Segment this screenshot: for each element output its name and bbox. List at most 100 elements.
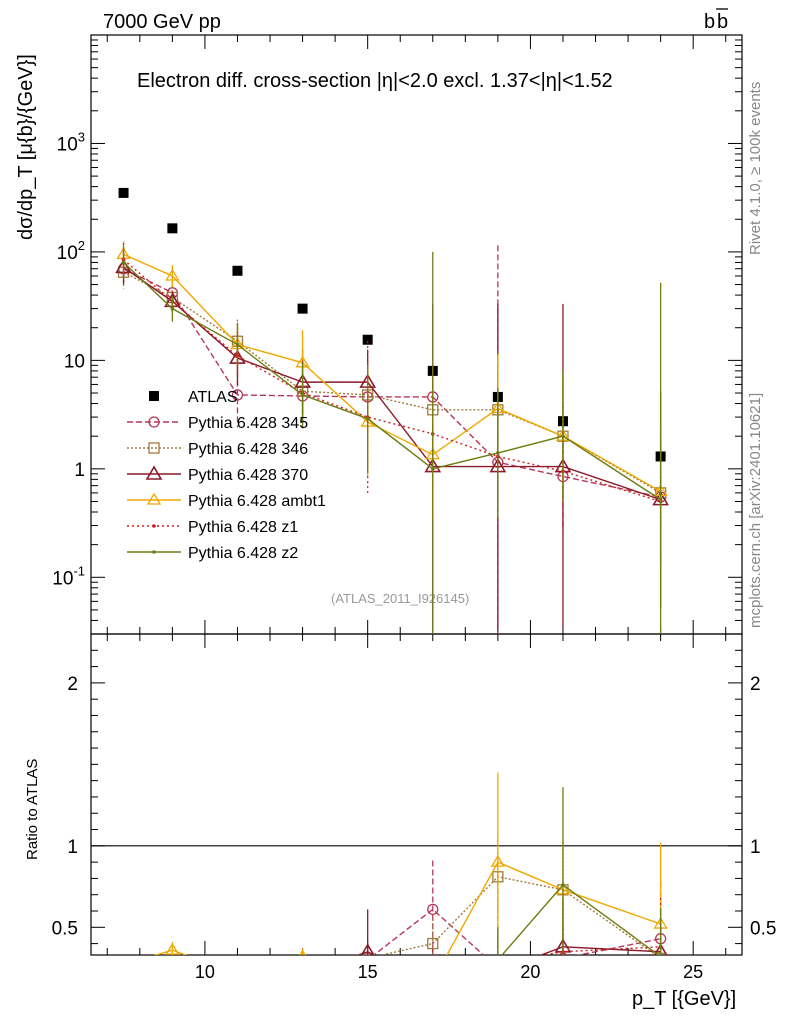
- x-axis-label: p_T [{GeV}]: [632, 988, 736, 1010]
- ratio-point-pythia-6-428-z2: [431, 986, 435, 990]
- ratio-line-pythia-6-428-ambt1: [153, 861, 661, 955]
- legend-label-atlas: ATLAS: [188, 389, 238, 406]
- ratio-y-axis-label: Ratio to ATLAS: [24, 759, 41, 860]
- x-tick-label: 15: [358, 962, 378, 982]
- ratio-point-pythia-6-428-370: [491, 964, 505, 976]
- ratio-point-pythia-6-428-345: [493, 963, 503, 973]
- y-axis-label: dσ/dp_T [μ{b}/{GeV}]: [15, 54, 37, 240]
- ratio-point-pythia-6-428-z2: [659, 954, 662, 955]
- y-tick-label: 10: [64, 351, 85, 372]
- data-point-atlas: [167, 223, 178, 234]
- ratio-line-pythia-6-428-346: [378, 876, 658, 955]
- ratio-point-pythia-6-428-346: [232, 968, 242, 978]
- header-right: b: [704, 11, 715, 33]
- data-point-pythia-6-428-z2: [561, 434, 565, 438]
- ratio-point-pythia-6-428-z1: [301, 979, 305, 983]
- legend-label-pythia-6-428-346: Pythia 6.428 346: [188, 441, 308, 458]
- ratio-point-pythia-6-428-z2: [171, 978, 175, 982]
- legend-label-pythia-6-428-345: Pythia 6.428 345: [188, 415, 308, 432]
- x-tick-label: 10: [195, 962, 215, 982]
- legend-marker-pythia-6-428-346: [148, 442, 160, 454]
- ratio-point-pythia-6-428-z2: [561, 883, 565, 887]
- ratio-tick-label-right: 2: [750, 674, 761, 695]
- ratio-point-pythia-6-428-z2: [496, 958, 500, 962]
- ratio-tick-label: 1: [67, 837, 78, 858]
- data-point-pythia-6-428-z2: [658, 497, 663, 502]
- ratio-point-pythia-6-428-z1: [122, 968, 126, 972]
- data-point-pythia-6-428-z2: [496, 451, 500, 455]
- ratio-point-pythia-6-428-ambt1: [427, 975, 439, 985]
- ratio-point-pythia-6-428-345: [298, 978, 308, 988]
- legend: ATLAS Pythia 6.428 345 Pythia 6.428 346 Pyt…: [127, 389, 326, 562]
- ratio-tick-label-right: 0.5: [750, 918, 776, 939]
- ratio-point-pythia-6-428-345: [427, 903, 439, 916]
- header-right-bar: b: [717, 11, 728, 33]
- ratio-point-pythia-6-428-345: [232, 992, 242, 1002]
- data-point-atlas: [232, 265, 243, 276]
- mcplots-label: mcplots.cern.ch [arXiv:2401.10621]: [747, 393, 764, 628]
- ratio-point-pythia-6-428-ambt1: [231, 969, 243, 979]
- ratio-point-pythia-6-428-z2: [236, 973, 240, 977]
- legend-label-pythia-6-428-z1: Pythia 6.428 z1: [188, 519, 298, 536]
- legend-label-pythia-6-428-ambt1: Pythia 6.428 ambt1: [188, 493, 326, 510]
- axes: 10 15 20 25 10-1 1 10 102 103 0.5 0.5 1 1 2 2: [52, 35, 776, 982]
- ratio-point-pythia-6-428-345: [119, 971, 129, 981]
- ratio-point-pythia-6-428-z2: [122, 969, 126, 973]
- ratio-point-pythia-6-428-z2: [301, 981, 305, 985]
- ratio-plot-area: [118, 772, 668, 1002]
- ratio-point-pythia-6-428-370: [296, 968, 310, 980]
- data-point-pythia-6-428-z2: [121, 260, 126, 265]
- data-point-pythia-6-428-ambt1: [165, 268, 180, 281]
- header-left: 7000 GeV pp: [103, 11, 221, 33]
- x-tick-label: 20: [520, 962, 540, 982]
- ratio-point-pythia-6-428-z1: [171, 973, 175, 977]
- ratio-point-pythia-6-428-370: [426, 981, 440, 993]
- ratio-point-pythia-6-428-370: [360, 943, 375, 955]
- ratio-tick-label: 0.5: [52, 918, 78, 939]
- legend-label-pythia-6-428-370: Pythia 6.428 370: [188, 467, 308, 484]
- data-point-atlas: [118, 187, 129, 198]
- ratio-line-pythia-6-428-z2: [501, 883, 660, 955]
- y-tick-label: 103: [57, 129, 85, 155]
- ratio-tick-label: 2: [67, 674, 78, 695]
- ratio-point-pythia-6-428-ambt1: [165, 942, 180, 955]
- ratio-point-pythia-6-428-346: [427, 937, 439, 950]
- ratio-point-pythia-6-428-370: [653, 943, 668, 955]
- legend-marker-pythia-6-428-370: [145, 465, 163, 480]
- legend-marker-pythia-6-428-z1: [152, 524, 156, 528]
- ratio-point-pythia-6-428-ambt1: [118, 959, 130, 969]
- data-point-pythia-6-428-z2: [300, 393, 305, 397]
- main-plot-area: [115, 187, 670, 634]
- data-point-pythia-6-428-z2: [430, 467, 435, 471]
- ratio-point-pythia-6-428-z1: [236, 981, 240, 985]
- chart-title: Electron diff. cross-section |η|<2.0 exc…: [137, 70, 613, 92]
- analysis-tag: (ATLAS_2011_I926145): [331, 591, 469, 606]
- ratio-point-pythia-6-428-346: [298, 976, 308, 986]
- ratio-point-pythia-6-428-346: [119, 973, 129, 983]
- data-point-atlas: [297, 303, 308, 314]
- ratio-point-pythia-6-428-370: [165, 968, 179, 980]
- ratio-point-pythia-6-428-345: [167, 963, 177, 973]
- legend-label-pythia-6-428-z2: Pythia 6.428 z2: [188, 545, 298, 562]
- rivet-label: Rivet 4.1.0, ≥ 100k events: [747, 82, 764, 255]
- ratio-plot-frame: [90, 633, 743, 956]
- legend-marker-pythia-6-428-345: [148, 416, 160, 428]
- data-point-atlas: [362, 334, 373, 345]
- ratio-tick-label-right: 1: [750, 837, 761, 858]
- y-tick-label: 10-1: [52, 563, 85, 589]
- series-line-pythia-6-428-346: [123, 271, 661, 494]
- x-tick-label: 25: [683, 962, 703, 982]
- legend-marker-atlas: [149, 391, 159, 401]
- ratio-point-pythia-6-428-z1: [496, 961, 500, 965]
- series-line-pythia-6-428-z1: [123, 259, 661, 503]
- series-line-pythia-6-428-370: [123, 266, 661, 501]
- legend-marker-pythia-6-428-ambt1: [146, 492, 162, 505]
- data-point-pythia-6-428-z2: [365, 416, 370, 421]
- data-point-pythia-6-428-z2: [170, 306, 175, 311]
- y-tick-label: 102: [57, 238, 85, 264]
- series-line-pythia-6-428-345: [123, 268, 661, 498]
- ratio-point-pythia-6-428-ambt1: [490, 854, 506, 867]
- legend-marker-pythia-6-428-z2: [152, 550, 156, 554]
- y-tick-label: 1: [74, 460, 85, 481]
